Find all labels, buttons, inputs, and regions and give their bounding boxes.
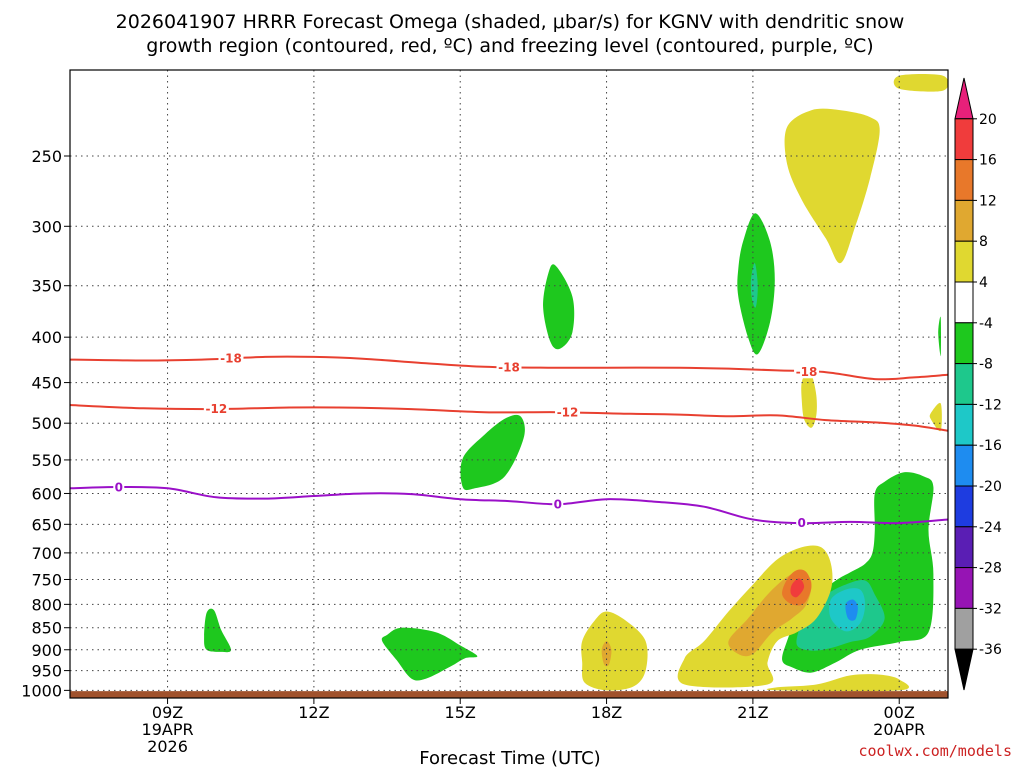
x-tick-label-15-0: 15Z [445,703,476,722]
contour-label--18-1: -18 [498,360,520,374]
colorbar-tick-label-9: -20 [979,479,1002,495]
y-tick-label-550: 550 [31,451,62,470]
y-tick-label-1000: 1000 [21,681,62,700]
x-tick-label-18-0: 18Z [591,703,622,722]
plot-frame [69,69,949,699]
y-axis-ticks: 250 300 350 400 450 500 550 600 650 700 750 800 850 9… [21,147,70,700]
colorbar-swatch-13 [954,607,974,650]
chart-title-line2: growth region (contoured, red, ºC) and f… [146,35,873,57]
chart-title-line1: 2026041907 HRRR Forecast Omega (shaded, … [116,11,905,33]
omega-region-0 [893,74,948,92]
colorbar-tick-label-2: 12 [979,193,997,209]
contour-label-0-1: 0 [554,498,562,512]
colorbar-swatch-11 [954,526,974,569]
y-tick-label-850: 850 [31,619,62,638]
colorbar-tick-label-0: 20 [979,112,997,128]
contour-label-bg--18-0 [218,350,244,365]
colorbar-tick-label-8: -16 [979,438,1002,454]
colorbar-swatch-9 [954,444,974,487]
omega-region-17 [581,611,648,691]
colorbar-tick-label-4: 4 [979,275,988,291]
omega-region-8 [460,414,525,491]
y-tick-label-300: 300 [31,217,62,236]
y-tick-label-700: 700 [31,544,62,563]
y-tick-label-950: 950 [31,662,62,681]
colorbar-swatch-6 [954,322,974,365]
contour-label-bg--18-1 [496,359,522,374]
y-tick-label-250: 250 [31,147,62,166]
contour-label--12-0: -12 [205,402,227,416]
ground-layer [70,691,948,698]
y-tick-label-600: 600 [31,484,62,503]
y-tick-label-500: 500 [31,414,62,433]
colorbar-swatch-7 [954,363,974,405]
colorbar-tick-label-12: -32 [979,601,1002,617]
contour-label-bg-0-0 [113,479,125,494]
y-tick-label-900: 900 [31,641,62,660]
contour-label--18-0: -18 [220,351,242,365]
omega-region-21 [381,627,478,681]
colorbar: 20 16 12 8 4 -4 -8 -12 -16 -20 -24 -28 -32 -36 [954,77,1002,691]
x-axis-label: Forecast Time (UTC) [419,748,600,768]
contour-layer: -18 -18 -18 -12 -12 0 0 0 [70,350,948,530]
colorbar-swatch-5 [954,281,974,324]
y-tick-label-450: 450 [31,374,62,393]
colorbar-swatch-4 [954,240,974,283]
y-tick-label-400: 400 [31,328,62,347]
x-tick-label-12-0: 12Z [298,703,329,722]
contour-label-bg--18-2 [794,364,820,379]
colorbar-tick-label-3: 8 [979,234,988,250]
omega-region-19 [766,674,910,692]
omega-region-20 [204,608,231,653]
colorbar-tick-label-13: -36 [979,642,1002,658]
contour-label-bg-0-2 [796,515,808,530]
colorbar-tick-label-7: -12 [979,397,1002,413]
colorbar-swatch-2 [954,159,974,201]
contour-label--12-1: -12 [557,406,579,420]
y-tick-label-650: 650 [31,515,62,534]
y-tick-label-750: 750 [31,570,62,589]
grid-layer [70,70,948,698]
omega-region-2 [801,371,817,428]
colorbar-swatch-12 [954,567,974,609]
credit-text: coolwx.com/models [858,742,1012,760]
contour-label-0-0: 0 [115,480,123,494]
contour-label-0-2: 0 [797,516,805,530]
x-tick-label-9-1: 19APR [142,720,194,739]
colorbar-tick-label-11: -28 [979,561,1002,577]
x-tick-label-21-0: 21Z [737,703,768,722]
omega-region-12 [845,599,858,621]
x-tick-label-9-2: 2026 [147,737,188,756]
colorbar-tick-label-10: -24 [979,520,1002,536]
contour-label-bg--12-0 [203,401,229,416]
contour-label-bg--12-1 [555,405,581,420]
y-tick-label-350: 350 [31,277,62,296]
omega-region-3 [929,402,942,432]
colorbar-tick-label-6: -8 [979,357,993,373]
colorbar-swatch-0 [954,77,974,120]
y-tick-label-800: 800 [31,595,62,614]
ground-fill [70,691,948,698]
x-tick-label-24-0: 00Z [884,703,915,722]
x-tick-label-24-1: 20APR [873,720,925,739]
omega-region-4 [938,316,941,357]
colorbar-tick-label-5: -4 [979,316,993,332]
omega-region-16 [790,578,805,598]
contour-label-bg-0-1 [552,497,564,512]
colorbar-swatch-8 [954,403,974,446]
contour-label--18-2: -18 [796,365,818,379]
colorbar-swatch-14 [954,648,974,691]
colorbar-swatch-1 [954,118,974,161]
omega-region-1 [784,108,880,264]
colorbar-swatch-3 [954,199,974,242]
x-tick-label-9-0: 09Z [152,703,183,722]
colorbar-swatch-10 [954,485,974,528]
colorbar-tick-label-1: 16 [979,153,997,169]
